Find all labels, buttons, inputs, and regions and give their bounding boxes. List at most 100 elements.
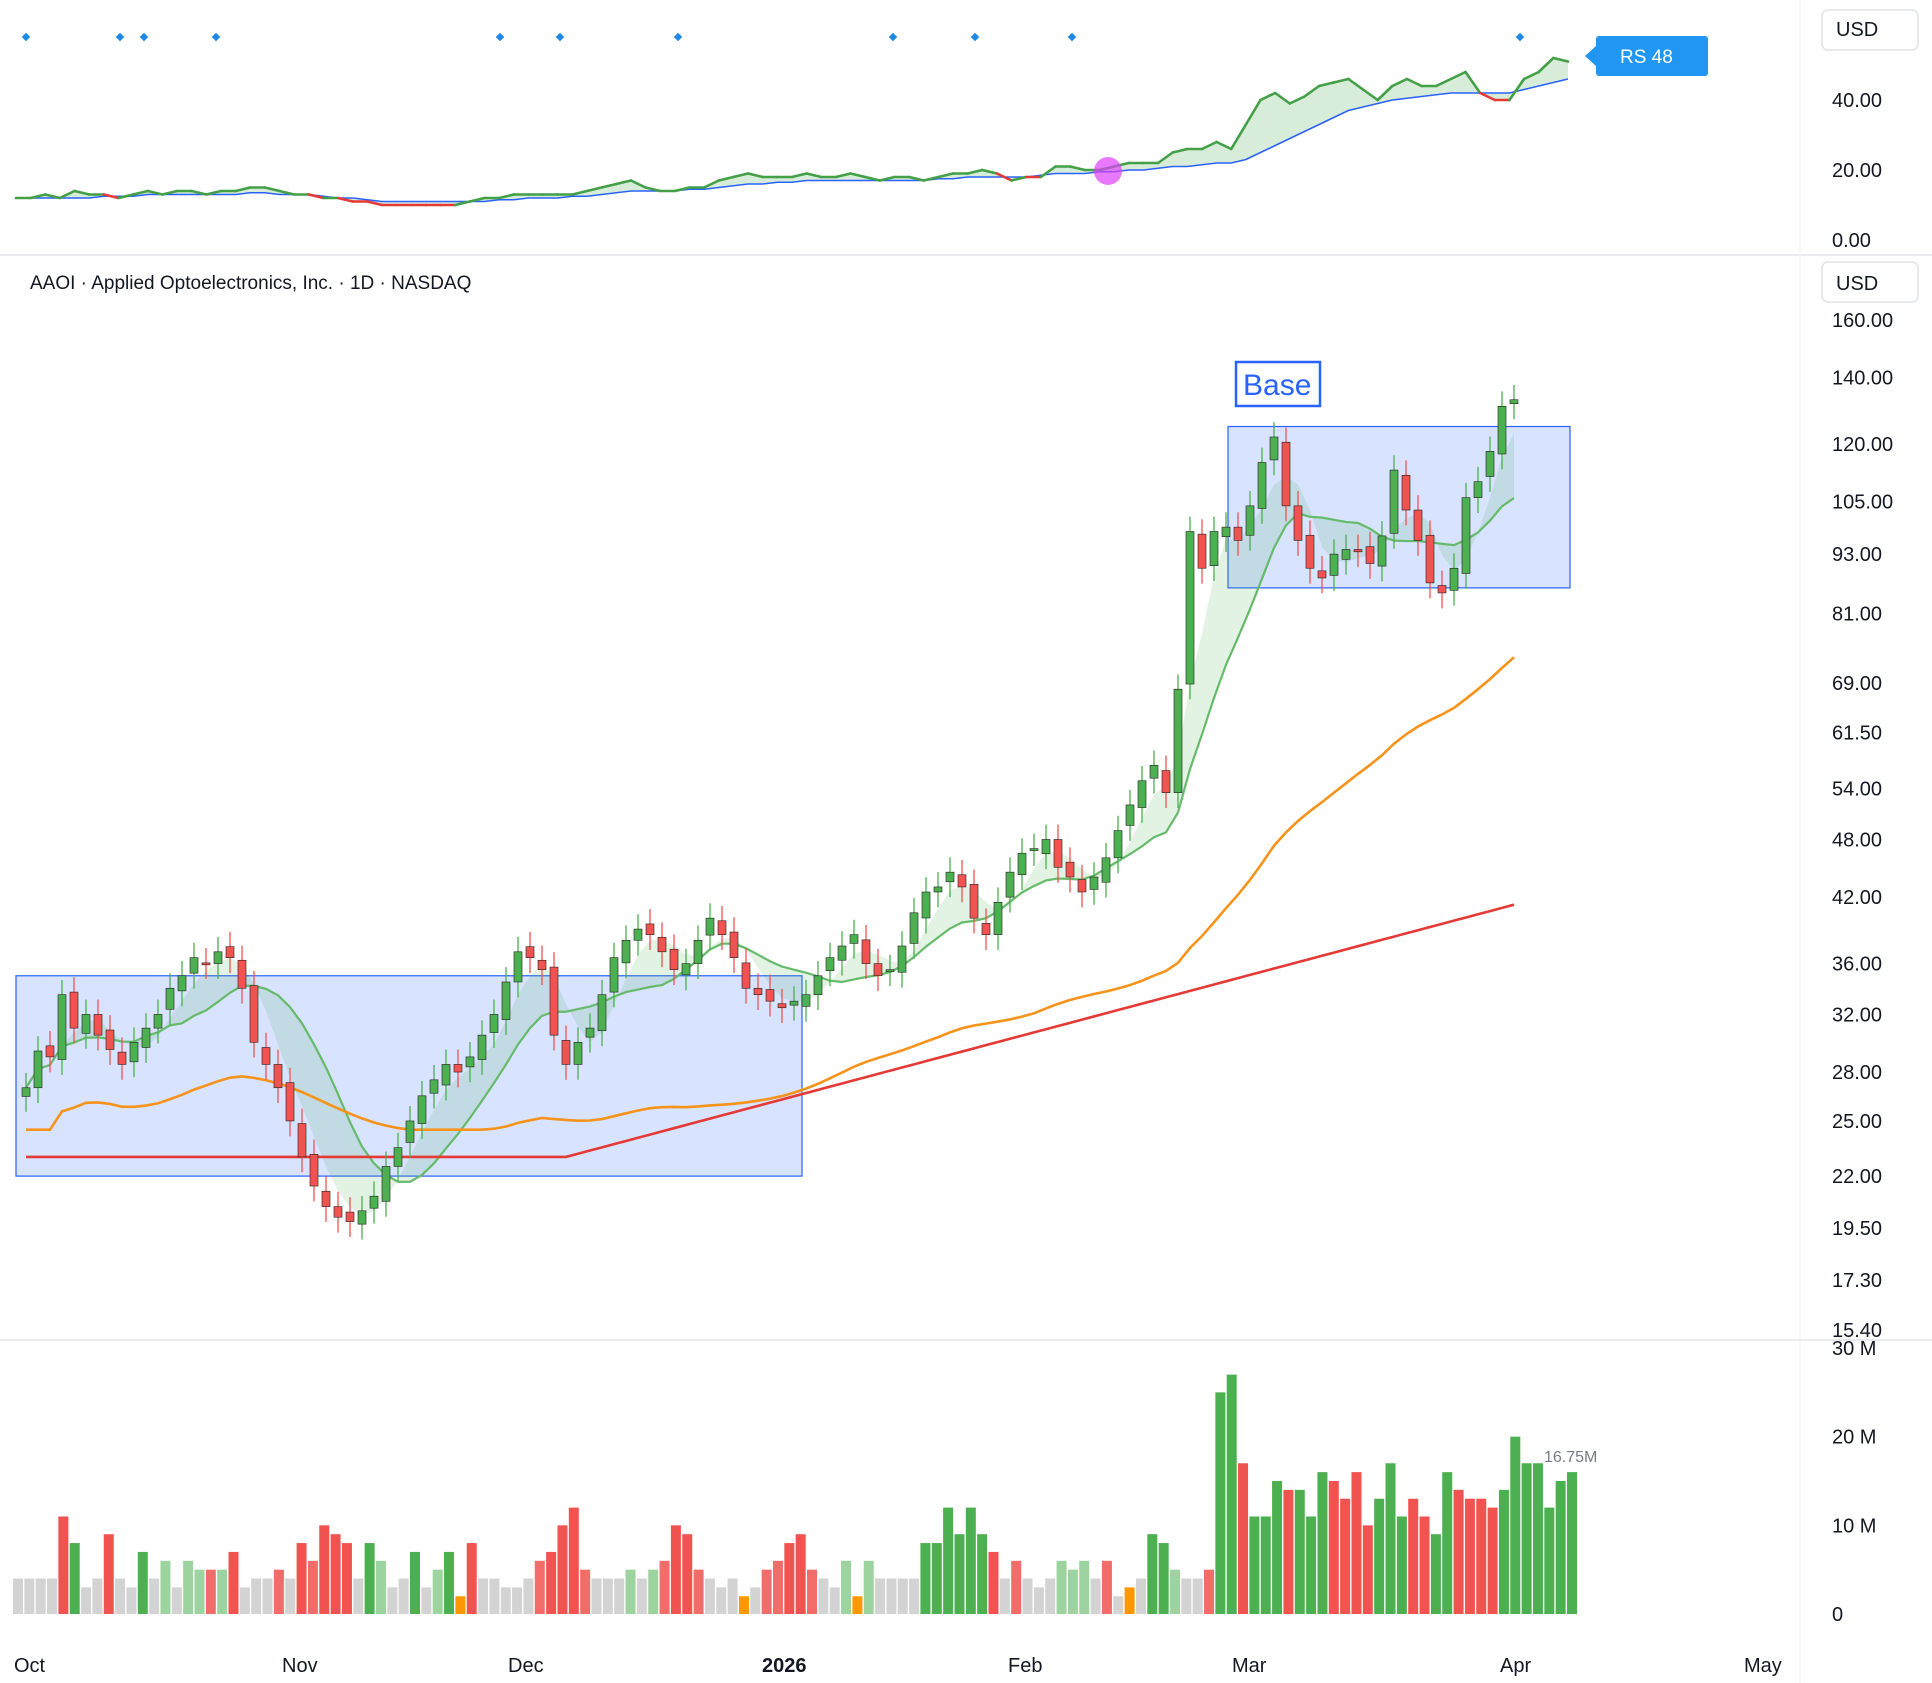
candle-body — [621, 939, 631, 964]
currency-top-badge[interactable]: USD — [1821, 9, 1919, 51]
volume-bar — [829, 1587, 840, 1614]
volume-bar — [103, 1534, 114, 1614]
candle — [969, 869, 979, 934]
candle — [213, 936, 223, 979]
candle — [1053, 824, 1063, 883]
volume-bar — [1135, 1578, 1146, 1614]
volume-bar — [160, 1560, 171, 1614]
rs-line-segment — [585, 186, 603, 193]
candle-body — [309, 1154, 319, 1187]
rs-new-high-marker — [888, 32, 898, 42]
candle-body — [357, 1210, 367, 1225]
volume-bar — [1294, 1489, 1305, 1614]
volume-bar — [1555, 1481, 1566, 1614]
rs-line-segment — [29, 193, 47, 200]
price-tick-label: 120.00 — [1832, 434, 1893, 456]
candle — [321, 1176, 331, 1222]
volume-bar — [795, 1534, 806, 1614]
volume-bar — [1101, 1560, 1112, 1614]
candle-body — [1497, 405, 1507, 455]
volume-bar — [24, 1578, 35, 1614]
rs-line-segment — [1332, 77, 1350, 84]
candle — [273, 1049, 283, 1104]
volume-bar — [1464, 1498, 1475, 1614]
volume-tick-label: 0 — [1832, 1604, 1843, 1626]
candle-body — [657, 936, 667, 953]
rs-signal-dot — [1094, 157, 1122, 185]
volume-bar — [1056, 1560, 1067, 1614]
candle — [933, 872, 943, 908]
candle — [729, 917, 739, 974]
rs-fill — [16, 58, 1568, 205]
candle — [105, 1015, 115, 1065]
price-tick-label: 140.00 — [1832, 368, 1893, 390]
rs-new-high-marker — [555, 32, 565, 42]
candle — [1425, 520, 1435, 599]
candle — [765, 974, 775, 1017]
candle — [741, 948, 751, 1004]
volume-bar — [1544, 1507, 1555, 1614]
candle-body — [945, 871, 955, 883]
candle — [693, 925, 703, 979]
candle-body — [1137, 780, 1147, 808]
rs-new-high-marker — [211, 32, 221, 42]
candle-body — [213, 951, 223, 964]
volume-bar — [1045, 1578, 1056, 1614]
candle — [1137, 765, 1147, 823]
volume-bar — [489, 1578, 500, 1614]
volume-bar — [750, 1587, 761, 1614]
rs-line-segment — [922, 175, 940, 182]
rs-line-segment — [336, 196, 355, 203]
volume-bar — [228, 1551, 239, 1614]
volume-bar — [126, 1587, 137, 1614]
rs-line-segment — [615, 179, 633, 186]
volume-bar — [500, 1587, 511, 1614]
candle — [993, 887, 1003, 951]
candle — [669, 934, 679, 986]
rs-line-segment — [1156, 151, 1174, 165]
rs-new-high-marker — [495, 32, 505, 42]
volume-bar — [1442, 1472, 1453, 1614]
rs-line-segment — [673, 186, 691, 193]
rs-line-segment — [805, 172, 823, 179]
rs-line-segment — [468, 196, 486, 203]
candle-body — [1473, 481, 1483, 498]
candle — [309, 1139, 319, 1202]
volume-bar — [364, 1543, 375, 1614]
rs-line-segment — [1449, 70, 1467, 81]
rs-line-segment — [571, 189, 589, 196]
candle — [981, 908, 991, 951]
candle-body — [261, 1047, 271, 1065]
candle — [1089, 862, 1099, 905]
candle — [417, 1080, 427, 1139]
candle-body — [549, 966, 559, 1036]
candle-body — [1077, 879, 1087, 893]
volume-bar — [205, 1569, 216, 1614]
candle-body — [141, 1027, 151, 1048]
candle-body — [129, 1041, 139, 1063]
x-tick-label: Nov — [282, 1655, 318, 1677]
candle — [525, 931, 535, 974]
volume-bar — [1385, 1463, 1396, 1614]
currency-main-badge[interactable]: USD — [1821, 261, 1919, 303]
candle — [609, 942, 619, 1008]
volume-bar — [1272, 1481, 1283, 1614]
price-tick-label: 19.50 — [1832, 1218, 1882, 1240]
rs-line-segment — [161, 189, 179, 196]
rs-line-segment — [702, 179, 721, 189]
candle-body — [561, 1040, 571, 1065]
candle — [1449, 553, 1459, 606]
volume-bar — [614, 1578, 625, 1614]
volume-bar — [557, 1525, 568, 1614]
volume-tick-label: 30 M — [1832, 1338, 1876, 1360]
candle — [1509, 384, 1519, 420]
candle-body — [1377, 535, 1387, 567]
candle-body — [729, 931, 739, 958]
candle — [885, 954, 895, 986]
candle-body — [1161, 770, 1171, 793]
volume-bar — [149, 1578, 160, 1614]
rs-line-segment — [834, 172, 852, 179]
candle — [681, 948, 691, 991]
